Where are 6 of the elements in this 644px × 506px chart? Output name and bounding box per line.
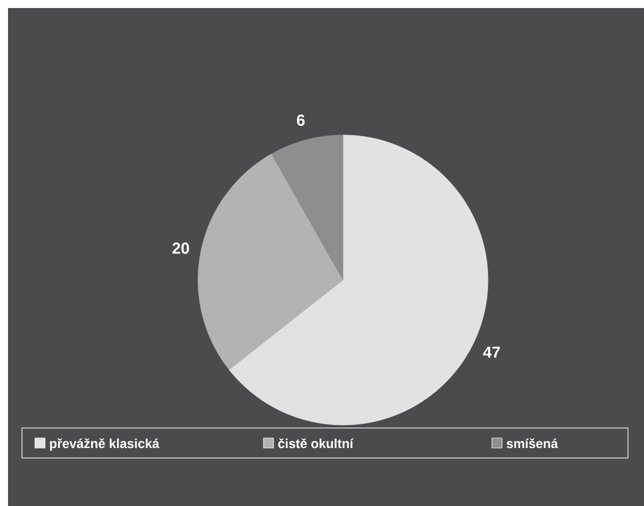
- data-label: 47: [483, 346, 500, 358]
- legend-label: smíšená: [506, 438, 558, 448]
- legend-label: převážně klasická: [50, 438, 160, 451]
- data-label: 6: [296, 114, 305, 126]
- legend-label: čistě okultní: [278, 438, 354, 448]
- data-label: 20: [172, 242, 189, 254]
